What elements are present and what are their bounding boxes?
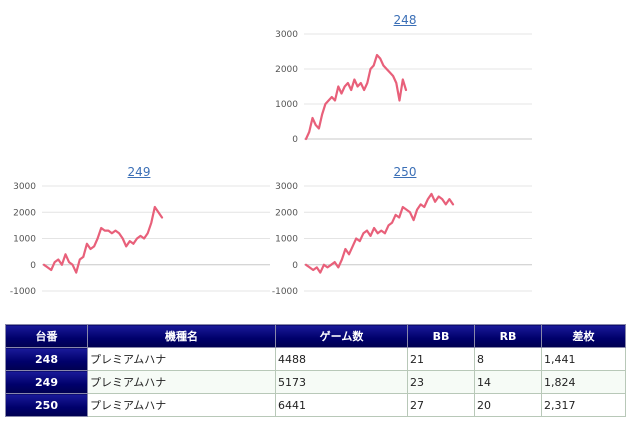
rb-cell: 20 [474, 393, 542, 417]
table-header-row: 台番 機種名 ゲーム数 BB RB 差枚 [5, 324, 626, 348]
y-tick-label: 2000 [13, 208, 36, 218]
rb-cell: 8 [474, 347, 542, 371]
chart-title-250[interactable]: 250 [393, 165, 417, 179]
chart-title-248[interactable]: 248 [393, 13, 417, 27]
table-row: 249 プレミアムハナ 5173 23 14 1,824 [5, 370, 626, 394]
bb-cell: 23 [407, 370, 475, 394]
y-tick-label: 0 [292, 135, 298, 145]
header-game-count: ゲーム数 [275, 324, 408, 348]
table-row: 248 プレミアムハナ 4488 21 8 1,441 [5, 347, 626, 371]
header-machine-name: 機種名 [87, 324, 276, 348]
y-tick-label: -1000 [10, 287, 36, 297]
header-bb: BB [407, 324, 475, 348]
machine-name-cell: プレミアムハナ [87, 393, 276, 417]
series-line [304, 192, 455, 274]
diff-cell: 1,441 [541, 347, 626, 371]
game-count-cell: 5173 [275, 370, 408, 394]
results-table: 台番 機種名 ゲーム数 BB RB 差枚 248 プレミアムハナ 4488 21… [5, 324, 626, 417]
y-tick-label: 1000 [13, 235, 36, 245]
table-row: 250 プレミアムハナ 6441 27 20 2,317 [5, 393, 626, 417]
bb-cell: 21 [407, 347, 475, 371]
unit-number-cell[interactable]: 249 [5, 370, 88, 394]
unit-number-cell[interactable]: 248 [5, 347, 88, 371]
y-tick-label: 3000 [275, 182, 298, 192]
y-tick-label: 2000 [275, 208, 298, 218]
header-unit-number: 台番 [5, 324, 88, 348]
game-count-cell: 6441 [275, 393, 408, 417]
series-line [42, 205, 164, 274]
y-tick-label: 3000 [13, 182, 36, 192]
machine-name-cell: プレミアムハナ [87, 370, 276, 394]
diff-cell: 1,824 [541, 370, 626, 394]
series-line [304, 53, 408, 141]
unit-number-cell[interactable]: 250 [5, 393, 88, 417]
chart-248-plot: 0 1000 2000 3000 [275, 30, 532, 145]
header-diff: 差枚 [541, 324, 626, 348]
header-rb: RB [474, 324, 542, 348]
y-tick-label: 1000 [275, 235, 298, 245]
y-tick-label: 0 [30, 261, 36, 271]
game-count-cell: 4488 [275, 347, 408, 371]
y-tick-label: 2000 [275, 65, 298, 75]
y-tick-label: 3000 [275, 30, 298, 40]
chart-title-249[interactable]: 249 [127, 165, 151, 179]
y-tick-label: 1000 [275, 100, 298, 110]
y-tick-label: 0 [292, 261, 298, 271]
chart-250-plot: -1000 0 1000 2000 3000 [272, 182, 532, 297]
bb-cell: 27 [407, 393, 475, 417]
machine-name-cell: プレミアムハナ [87, 347, 276, 371]
chart-250: 250 -1000 0 1000 2000 3000 [270, 162, 540, 302]
chart-249: 249 -1000 0 1000 2000 3000 [4, 162, 274, 302]
chart-248: 248 0 1000 2000 3000 [270, 10, 540, 155]
rb-cell: 14 [474, 370, 542, 394]
y-tick-label: -1000 [272, 287, 298, 297]
chart-249-plot: -1000 0 1000 2000 3000 [10, 182, 270, 297]
diff-cell: 2,317 [541, 393, 626, 417]
